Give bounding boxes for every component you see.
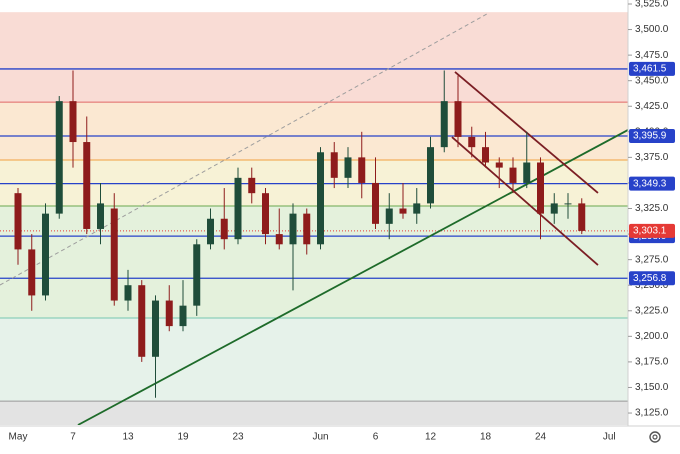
trend-line [0,13,488,286]
y-tick-label: 3,525.0 [635,0,669,10]
y-tick-label: 3,250.0 [635,280,669,291]
y-tick-label: 3,375.0 [635,152,669,163]
price-label: 3,303.1 [633,226,667,237]
x-tick-label: 7 [70,432,76,443]
candle-body [179,305,187,327]
x-tick-label: 18 [480,432,492,443]
price-label-box [629,176,675,191]
candle-body [14,193,22,250]
price-label-box [629,271,675,286]
candle-body [275,234,283,245]
candle-body [303,213,311,245]
candle-body [248,177,256,194]
plot-area [0,12,628,425]
zone-band [0,206,628,319]
candle-body [454,101,462,137]
trend-line [77,129,628,425]
candle-body [55,101,63,214]
candle-body [468,136,476,148]
y-tick-label: 3,425.0 [635,101,669,112]
y-tick-label: 3,225.0 [635,305,669,316]
zone-band [0,318,628,402]
y-tick-label: 3,450.0 [635,75,669,86]
candle-body [578,203,586,231]
y-tick-label: 3,200.0 [635,331,669,342]
candle-body [344,157,352,178]
y-tick-label: 3,150.0 [635,382,669,393]
candle-body [262,193,269,235]
y-tick-label: 3,175.0 [635,357,669,368]
candle-body [138,285,146,357]
candle-body [523,162,531,183]
candle-body [550,203,558,214]
settings-icon[interactable] [649,431,661,443]
candle-body [234,177,242,240]
candle-body [124,285,132,301]
price-label-box [629,223,675,238]
x-tick-label: 23 [232,432,244,443]
candle-body [110,208,118,301]
candle-body [413,203,421,214]
x-tick-label: 19 [177,432,189,443]
candle-body [289,213,297,245]
candle-body [537,162,544,214]
x-tick-label: 13 [122,432,134,443]
candle-body [385,208,393,224]
zone-band [0,102,628,161]
candle-body [207,218,214,245]
x-tick-label: 12 [425,432,437,443]
y-tick-label: 3,125.0 [635,408,669,419]
price-label: 3,256.8 [633,273,667,284]
price-label: 3,395.9 [633,131,667,142]
x-tick-label: 24 [535,432,547,443]
candle-body [358,157,366,183]
candle-body [69,101,77,143]
y-tick-label: 3,325.0 [635,203,669,214]
zone-band [0,12,628,103]
candle-body [220,218,228,240]
candle-body [83,142,91,229]
candle-body [495,162,503,168]
x-tick-label: Jun [312,432,328,443]
x-tick-label: Jul [603,432,616,443]
candle-body [399,208,407,214]
x-tick-label: 6 [373,432,379,443]
candle-body [193,244,201,306]
candle-body [152,300,159,357]
price-label-box [629,61,675,76]
y-tick-label: 3,500.0 [635,24,669,35]
y-tick-label: 3,475.0 [635,50,669,61]
candle-body [165,300,173,327]
candle-body [427,147,434,204]
candle-body [564,203,572,205]
gear-inner[interactable] [652,434,658,440]
price-label-box [629,129,675,144]
candle-body [440,101,448,148]
price-label: 3,349.3 [633,178,667,189]
candle-body [372,182,379,224]
x-tick-label: May [9,432,28,443]
candle-body [317,152,324,245]
candle-body [509,167,517,183]
candle-body [482,147,489,163]
gear-outer[interactable] [649,431,661,443]
trend-line [451,136,599,266]
candle-body [28,249,36,296]
candle-body [97,203,104,229]
price-label: 3,461.5 [633,64,667,75]
candle-body [42,213,49,296]
y-tick-label: 3,275.0 [635,254,669,265]
candle-body [330,152,338,178]
zone-band [0,401,628,425]
